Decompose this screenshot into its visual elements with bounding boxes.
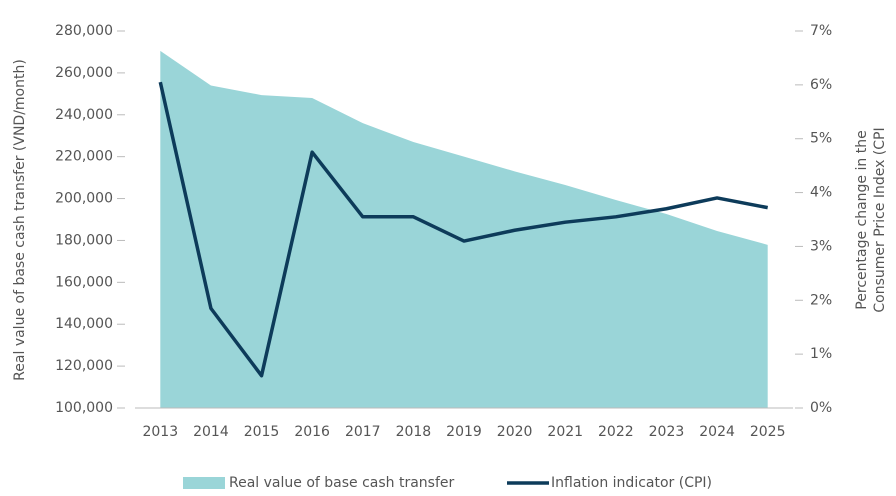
x-tick-label: 2024	[699, 424, 735, 440]
x-tick-label: 2021	[547, 424, 583, 440]
y2-tick-label: 4%	[810, 185, 832, 201]
x-tick-label: 2014	[193, 424, 229, 440]
x-tick-label: 2017	[345, 424, 381, 440]
y-tick-label: 120,000	[55, 358, 113, 374]
y2-tick-label: 6%	[810, 77, 832, 93]
x-tick-label: 2019	[446, 424, 482, 440]
y2-tick-label: 0%	[810, 400, 832, 416]
y-tick-label: 160,000	[55, 274, 113, 290]
area	[160, 50, 768, 409]
y-tick-label: 240,000	[55, 107, 113, 123]
x-tick-label: 2022	[598, 424, 634, 440]
y2-tick-label: 7%	[810, 23, 832, 39]
x-tick-label: 2025	[750, 424, 786, 440]
y-tick-label: 280,000	[55, 23, 113, 39]
legend-swatch	[183, 477, 225, 489]
y-tick-label: 140,000	[55, 316, 113, 332]
x-tick-label: 2018	[396, 424, 432, 440]
y-tick-label: 200,000	[55, 191, 113, 207]
line	[158, 81, 769, 378]
x-tick-label: 2015	[244, 424, 280, 440]
y-tick-label: 260,000	[55, 65, 113, 81]
x-tick-label: 2016	[294, 424, 330, 440]
y-tick-label: 100,000	[55, 400, 113, 416]
legend-label: Real value of base cash transfer	[229, 475, 455, 491]
y2-tick-label: 1%	[810, 346, 832, 362]
legend-label: Inflation indicator (CPI)	[551, 475, 712, 491]
y2-tick-label: 2%	[810, 292, 832, 308]
y2-axis-title: Consumer Price Index (CPI	[872, 127, 888, 312]
y2-tick-label: 3%	[810, 238, 832, 254]
y-axis-title: Real value of base cash transfer (VND/mo…	[12, 59, 28, 381]
y2-tick-label: 5%	[810, 131, 832, 147]
y-tick-label: 180,000	[55, 232, 113, 248]
y-tick-label: 220,000	[55, 149, 113, 165]
x-tick-label: 2020	[497, 424, 533, 440]
y2-axis-title: Percentage change in the	[854, 130, 870, 309]
x-tick-label: 2023	[649, 424, 685, 440]
x-tick-label: 2013	[142, 424, 178, 440]
